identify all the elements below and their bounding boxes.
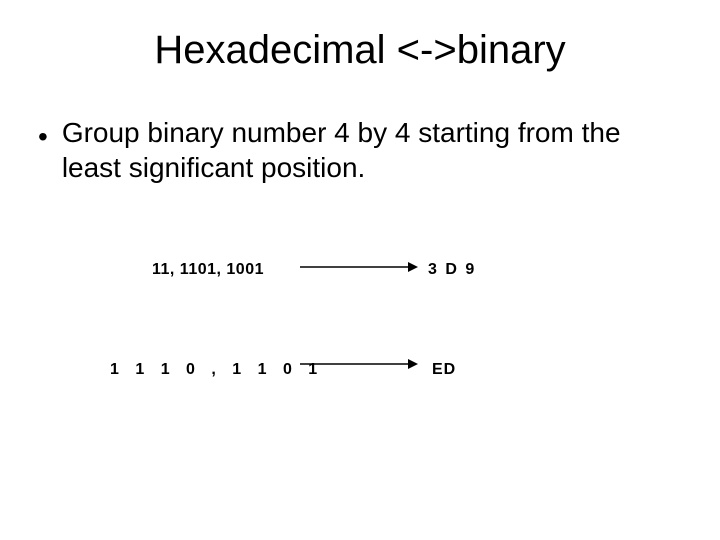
bullet-list: • Group binary number 4 by 4 starting fr… <box>0 73 720 185</box>
bullet-item: • Group binary number 4 by 4 starting fr… <box>38 115 682 185</box>
arrow-icon <box>300 260 418 274</box>
arrow-icon <box>300 357 418 371</box>
example2-binary: 1 1 1 0 , 1 1 0 1 <box>110 361 322 379</box>
example-row-2: 1 1 1 0 , 1 1 0 1 ED <box>0 350 720 390</box>
example1-hex: 3 D 9 <box>428 261 476 279</box>
example1-binary: 11, 1101, 1001 <box>152 261 264 279</box>
bullet-text: Group binary number 4 by 4 starting from… <box>62 115 682 185</box>
page-title: Hexadecimal <->binary <box>0 0 720 73</box>
example-row-1: 11, 1101, 1001 3 D 9 <box>0 250 720 290</box>
examples-region: 11, 1101, 1001 3 D 9 1 1 1 0 , 1 1 0 1 E… <box>0 250 720 390</box>
example2-hex: ED <box>432 361 456 379</box>
bullet-dot: • <box>38 115 62 154</box>
